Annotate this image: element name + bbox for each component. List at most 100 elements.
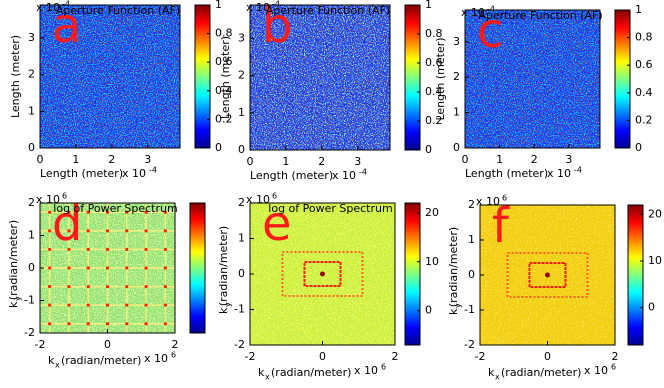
y-scale-power: 6 bbox=[62, 192, 67, 201]
y-tick-label: -2 bbox=[234, 338, 245, 351]
y-label-sub: y bbox=[14, 296, 23, 301]
axes-title: log of Power Spectrum bbox=[53, 202, 177, 215]
spectrum-peak bbox=[48, 284, 52, 289]
x-tick-label: 2 bbox=[612, 350, 619, 363]
x-label: k bbox=[258, 366, 265, 379]
y-tick-label: 3 bbox=[238, 31, 245, 44]
x-scale-power: 6 bbox=[611, 363, 616, 372]
y-label: (radian/meter) bbox=[7, 220, 20, 300]
spectrum-peak bbox=[163, 284, 167, 289]
spectrum-peak bbox=[163, 229, 167, 233]
spectrum-peak bbox=[67, 247, 71, 252]
x-tick-label: 0 bbox=[247, 155, 254, 168]
spectrum-peak bbox=[86, 303, 90, 307]
y-tick-label: 1 bbox=[238, 106, 245, 119]
heatmap-texture bbox=[465, 10, 600, 148]
x-label: Length (meter) bbox=[250, 169, 333, 182]
spectrum-peak bbox=[125, 303, 129, 307]
colorbar bbox=[194, 4, 211, 149]
colorbar-tick-label: 0.8 bbox=[635, 31, 653, 44]
x-tick-label: 1 bbox=[496, 153, 503, 166]
x-label: k bbox=[488, 366, 495, 379]
y-tick-label: -1 bbox=[234, 303, 245, 316]
x-tick-label: 2 bbox=[392, 350, 399, 363]
spectrum-peak bbox=[125, 210, 129, 214]
y-tick-label: -2 bbox=[24, 326, 35, 339]
spectrum-peak bbox=[48, 266, 52, 270]
spectrum-peak bbox=[48, 210, 52, 214]
y-scale-power: -4 bbox=[487, 5, 495, 14]
colorbar-tick-label: 1 bbox=[215, 0, 222, 11]
y-tick-label: 0 bbox=[238, 267, 245, 280]
spectrum-pattern bbox=[506, 252, 589, 298]
y-tick-label: 2 bbox=[238, 69, 245, 82]
panel-letter: c bbox=[477, 3, 503, 59]
y-tick-label: 1 bbox=[238, 232, 245, 245]
spectrum-peak bbox=[86, 284, 90, 289]
colorbar bbox=[404, 4, 421, 151]
spectrum-peak bbox=[163, 247, 167, 252]
x-label-sub: x bbox=[495, 373, 500, 382]
x-tick-label: 0 bbox=[462, 153, 469, 166]
spectrum-peak bbox=[144, 229, 148, 233]
x-tick-label: 2 bbox=[108, 153, 115, 166]
panel-letter: d bbox=[52, 196, 82, 252]
colorbar-tick-label: 0.2 bbox=[635, 113, 653, 126]
y-scale: x 10 bbox=[36, 193, 60, 206]
colorbar-tick-label: 0.8 bbox=[215, 27, 233, 40]
spectrum-peak bbox=[67, 210, 71, 214]
spectrum-peak bbox=[86, 229, 90, 233]
spectrum-peak bbox=[105, 247, 110, 252]
x-scale: x 10 bbox=[584, 364, 608, 377]
colorbar-tick-label: 0 bbox=[425, 304, 432, 317]
spectrum-peak bbox=[144, 266, 148, 270]
spectrum-peak bbox=[125, 284, 129, 289]
colorbar-tick-label: 0.4 bbox=[635, 86, 653, 99]
x-tick-label: -2 bbox=[245, 350, 256, 363]
x-label: Length (meter) bbox=[40, 167, 123, 180]
y-label: Length (meter) bbox=[9, 35, 22, 118]
colorbar bbox=[189, 202, 206, 334]
panel-letter: e bbox=[262, 196, 292, 252]
colorbar bbox=[404, 202, 421, 346]
y-tick-label: 1 bbox=[28, 229, 35, 242]
x-scale: x 10 bbox=[144, 352, 168, 365]
spectrum-peak bbox=[125, 322, 129, 326]
colorbar-tick-label: 10 bbox=[648, 254, 662, 267]
axes-title: log of Power Spectrum bbox=[268, 202, 392, 215]
x-tick-label: 1 bbox=[282, 155, 289, 168]
x-tick-label: 0 bbox=[37, 153, 44, 166]
x-tick-label: 0 bbox=[104, 338, 111, 351]
x-scale-power: -4 bbox=[574, 166, 582, 175]
y-tick-label: -1 bbox=[464, 303, 475, 316]
colorbar-tick-label: 0.2 bbox=[425, 114, 443, 127]
x-label: (radian/meter) bbox=[501, 366, 581, 379]
y-tick-label: 2 bbox=[468, 198, 475, 211]
spectrum-peak bbox=[48, 247, 52, 252]
x-scale: x 10 bbox=[122, 167, 146, 180]
x-scale-power: -4 bbox=[149, 166, 157, 175]
colorbar-tick-label: 0.6 bbox=[215, 55, 233, 68]
x-label: (radian/meter) bbox=[61, 354, 141, 367]
spectrum-peak bbox=[144, 322, 148, 326]
y-scale: x 10 bbox=[246, 193, 270, 206]
x-label-sub: x bbox=[55, 361, 60, 370]
spectrum-peak bbox=[163, 210, 167, 214]
x-tick-label: 2 bbox=[318, 155, 325, 168]
y-tick-label: 0 bbox=[28, 141, 35, 154]
y-tick-label: 2 bbox=[28, 196, 35, 209]
y-scale-power: -4 bbox=[272, 0, 280, 9]
y-tick-label: -2 bbox=[464, 338, 475, 351]
spectrum-peak bbox=[125, 247, 129, 252]
panel-letter: b bbox=[262, 0, 292, 54]
spectrum-peak bbox=[163, 322, 167, 326]
x-scale-power: 6 bbox=[381, 363, 386, 372]
colorbar-tick-label: 0 bbox=[425, 143, 432, 156]
x-tick-label: -2 bbox=[475, 350, 486, 363]
axes-frame bbox=[464, 9, 601, 149]
y-label-sub: y bbox=[454, 303, 463, 308]
spectrum-center bbox=[545, 272, 550, 278]
y-label: (radian/meter) bbox=[217, 226, 230, 306]
spectrum-pattern bbox=[281, 251, 364, 297]
